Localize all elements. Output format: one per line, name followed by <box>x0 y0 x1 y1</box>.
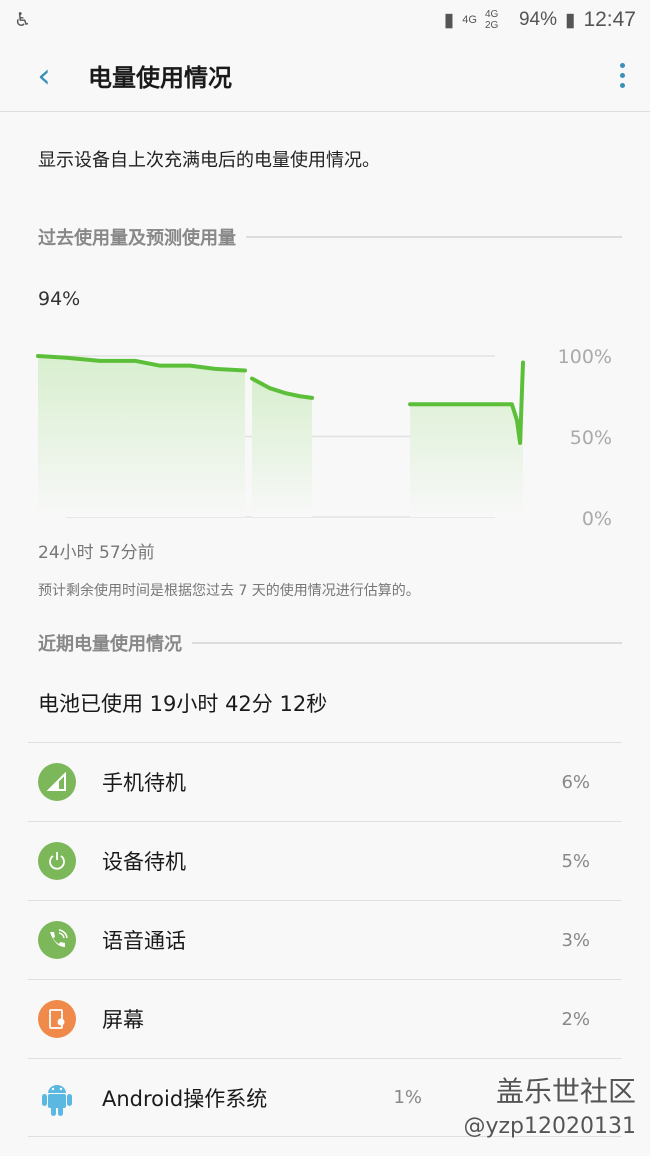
area-segment-1 <box>252 378 313 517</box>
usage-item[interactable]: 设备待机 5% <box>28 821 622 900</box>
usage-item-value: 5% <box>561 850 590 872</box>
y-tick-50: 50% <box>570 427 612 449</box>
accessibility-icon: ♿ <box>14 9 32 31</box>
description: 显示设备自上次充满电后的电量使用情况。 <box>38 150 380 171</box>
watermark-line2: @yzp12020131 <box>463 1114 636 1139</box>
app-bar: ‹ 电量使用情况 <box>0 40 650 112</box>
current-level: 94% <box>38 288 81 310</box>
screen-brightness-icon <box>38 1000 76 1038</box>
usage-item-value: 1% <box>393 1087 422 1108</box>
back-button[interactable]: ‹ <box>0 40 88 112</box>
usage-item-value: 2% <box>561 1008 590 1030</box>
usage-item-label: 设备待机 <box>102 850 186 874</box>
history-section-header: 过去使用量及预测使用量 <box>0 224 650 250</box>
area-segment-0 <box>38 356 246 517</box>
chevron-left-icon: ‹ <box>37 55 51 96</box>
power-icon <box>38 842 76 880</box>
usage-item-label: 屏幕 <box>102 1008 144 1032</box>
clock: 12:47 <box>583 8 636 31</box>
battery-chart: 100% 50% 0% <box>36 346 612 530</box>
status-bar: ♿ ▮ 4G 4G 2G 94% ▮ 12:47 <box>0 0 650 40</box>
network-type: 4G <box>462 14 477 26</box>
y-tick-0: 0% <box>582 508 612 530</box>
usage-item-label: 语音通话 <box>102 929 186 953</box>
usage-item[interactable]: 手机待机 6% <box>28 742 622 821</box>
watermark: 盖乐世社区 @yzp12020131 <box>463 1070 636 1139</box>
estimate-note: 预计剩余使用时间是根据您过去 7 天的使用情况进行估算的。 <box>38 583 420 599</box>
more-options-button[interactable] <box>594 63 650 88</box>
y-tick-100: 100% <box>558 346 612 368</box>
line-segment-1 <box>250 376 315 400</box>
usage-item[interactable]: 语音通话 3% <box>28 900 622 979</box>
chart-start-label: 24小时 57分前 <box>38 543 155 563</box>
page-title: 电量使用情况 <box>88 64 232 92</box>
area-segment-2 <box>410 362 523 517</box>
usage-list: 手机待机 6% 设备待机 5% 语音通话 3% 屏幕 2% Android操作系统 1% <box>28 742 622 1137</box>
android-icon <box>38 1079 76 1117</box>
phone-call-icon <box>38 921 76 959</box>
usage-item-label: 手机待机 <box>102 771 186 795</box>
line-segment-2 <box>408 360 525 445</box>
watermark-line1: 盖乐世社区 <box>495 1075 636 1108</box>
battery-percent: 94% <box>518 9 557 30</box>
battery-icon: ▮ <box>564 9 576 31</box>
usage-item-value: 3% <box>561 929 590 951</box>
usage-item-label: Android操作系统 <box>102 1086 268 1111</box>
recent-section-header: 近期电量使用情况 <box>0 630 650 656</box>
line-segment-0 <box>36 354 248 373</box>
usage-item-value: 6% <box>561 771 590 793</box>
battery-used-time: 电池已使用 19小时 42分 12秒 <box>38 692 328 716</box>
signal-icon <box>38 763 76 801</box>
usage-item[interactable]: Android操作系统 1% <box>28 1058 622 1137</box>
battery-saver-icon: ▮ <box>443 9 455 31</box>
usage-item[interactable]: 屏幕 2% <box>28 979 622 1058</box>
network-type-2: 4G 2G <box>484 9 499 31</box>
